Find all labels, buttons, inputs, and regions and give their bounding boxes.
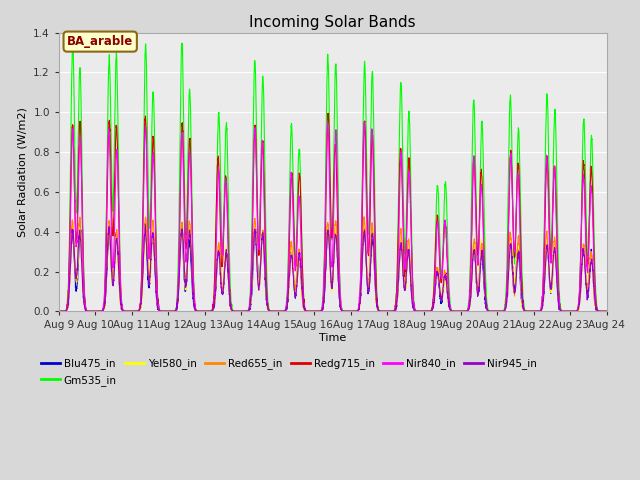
Redg715_in [289, 182, 296, 188]
Line: Nir945_in: Nir945_in [59, 227, 607, 312]
Yel580_in [150, 240, 157, 245]
Nir840_in [533, 309, 541, 314]
Line: Redg715_in: Redg715_in [59, 113, 607, 312]
Gm535_in [603, 309, 611, 314]
Yel580_in [289, 250, 296, 255]
Yel580_in [603, 309, 611, 314]
Line: Gm535_in: Gm535_in [59, 43, 607, 312]
Redg715_in [265, 307, 273, 313]
Nir945_in [150, 243, 158, 249]
Yel580_in [602, 309, 610, 314]
Blu475_in [118, 305, 125, 311]
Y-axis label: Solar Radiation (W/m2): Solar Radiation (W/m2) [18, 107, 28, 237]
Nir945_in [592, 305, 600, 311]
Nir945_in [55, 309, 63, 314]
Blu475_in [55, 309, 63, 314]
Nir945_in [603, 309, 611, 314]
Gm535_in [592, 297, 600, 303]
Nir945_in [105, 224, 113, 229]
Red655_in [118, 301, 125, 307]
Red655_in [289, 254, 296, 260]
Blu475_in [533, 309, 541, 314]
Yel580_in [265, 308, 273, 313]
Gm535_in [150, 108, 158, 113]
Nir945_in [289, 265, 297, 271]
Redg715_in [150, 142, 157, 148]
Red655_in [533, 309, 541, 314]
Red655_in [150, 229, 157, 235]
Redg715_in [493, 309, 501, 314]
Redg715_in [592, 301, 600, 307]
Gm535_in [178, 40, 186, 46]
Redg715_in [324, 110, 332, 116]
Gm535_in [289, 168, 297, 174]
Red655_in [592, 306, 600, 312]
Gm535_in [533, 309, 541, 314]
Redg715_in [118, 298, 125, 303]
Legend: Blu475_in, Gm535_in, Yel580_in, Red655_in, Redg715_in, Nir840_in, Nir945_in: Blu475_in, Gm535_in, Yel580_in, Red655_i… [36, 354, 541, 390]
Nir840_in [118, 295, 125, 300]
Title: Incoming Solar Bands: Incoming Solar Bands [250, 15, 416, 30]
Blu475_in [603, 309, 611, 314]
Nir840_in [493, 309, 501, 314]
Nir945_in [533, 309, 541, 314]
Nir945_in [118, 305, 125, 311]
Blu475_in [592, 306, 600, 312]
Gm535_in [266, 307, 273, 312]
Nir840_in [603, 309, 611, 314]
Nir945_in [566, 309, 574, 314]
X-axis label: Time: Time [319, 333, 346, 343]
Gm535_in [55, 309, 63, 314]
Blu475_in [150, 243, 158, 249]
Yel580_in [360, 217, 368, 223]
Redg715_in [55, 309, 63, 314]
Blu475_in [265, 308, 273, 314]
Line: Red655_in: Red655_in [59, 217, 607, 312]
Nir945_in [265, 308, 273, 314]
Yel580_in [118, 305, 125, 311]
Gm535_in [118, 299, 125, 304]
Red655_in [265, 308, 273, 313]
Nir840_in [265, 308, 273, 313]
Redg715_in [603, 309, 611, 314]
Red655_in [603, 309, 611, 314]
Yel580_in [592, 306, 600, 312]
Line: Blu475_in: Blu475_in [59, 224, 607, 312]
Line: Yel580_in: Yel580_in [59, 220, 607, 312]
Red655_in [456, 309, 464, 314]
Nir840_in [324, 118, 332, 124]
Nir840_in [592, 303, 600, 309]
Yel580_in [533, 309, 541, 314]
Text: BA_arable: BA_arable [67, 35, 133, 48]
Nir840_in [150, 161, 157, 167]
Gm535_in [128, 309, 136, 314]
Yel580_in [55, 309, 63, 314]
Blu475_in [530, 309, 538, 314]
Red655_in [55, 309, 63, 314]
Red655_in [360, 214, 368, 220]
Redg715_in [533, 309, 541, 314]
Line: Nir840_in: Nir840_in [59, 121, 607, 312]
Nir840_in [55, 309, 63, 314]
Nir840_in [289, 195, 296, 201]
Blu475_in [141, 221, 149, 227]
Blu475_in [289, 264, 297, 270]
